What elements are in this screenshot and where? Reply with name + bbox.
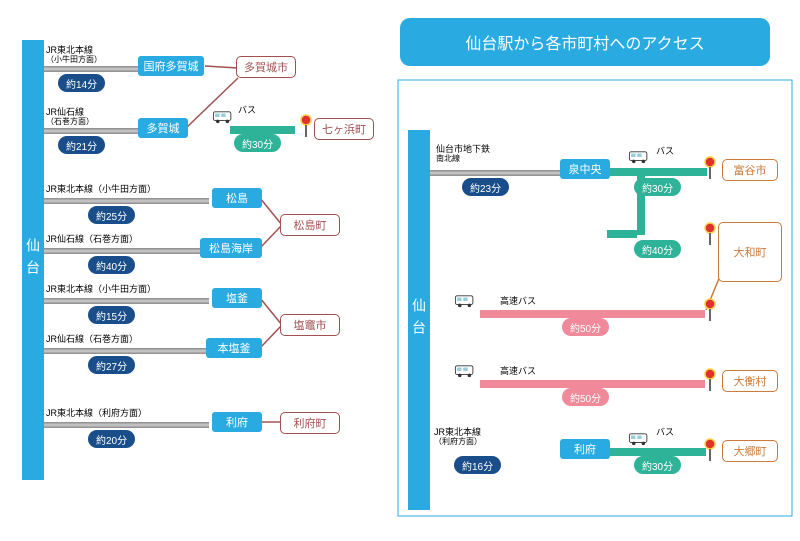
rail-track xyxy=(44,422,209,428)
train-time-pill: 約16分 xyxy=(454,456,501,474)
highway-bus-bar xyxy=(480,310,705,318)
train-time-pill: 約14分 xyxy=(58,74,105,92)
destination-box: 利府町 xyxy=(280,412,340,434)
rail-track xyxy=(44,248,209,254)
train-time-pill: 約21分 xyxy=(58,136,105,154)
line-label: JR東北本線（小牛田方面） xyxy=(46,185,156,195)
bus-time-pill: 約40分 xyxy=(634,240,681,258)
bus-route-bar xyxy=(606,448,706,456)
bus-route-bar xyxy=(230,126,295,134)
line-label: JR仙石線（石巻方面） xyxy=(46,335,138,345)
train-time-pill: 約20分 xyxy=(88,430,135,448)
train-time-pill: 約40分 xyxy=(88,256,135,274)
train-time-pill: 約27分 xyxy=(88,356,135,374)
rail-track xyxy=(44,298,209,304)
bus-icon xyxy=(454,364,476,378)
bus-time-pill: 約30分 xyxy=(234,134,281,152)
bus-icon xyxy=(628,150,650,164)
line-label: JR仙石線（石巻方面） xyxy=(46,235,138,245)
station-box: 多賀城 xyxy=(138,118,188,138)
station-box: 本塩釜 xyxy=(206,338,262,358)
station-box: 利府 xyxy=(560,439,610,459)
rail-track xyxy=(430,170,565,176)
station-box: 塩釜 xyxy=(212,288,262,308)
bus-stop-icon xyxy=(704,368,716,392)
train-time-pill: 約23分 xyxy=(462,178,509,196)
bus-stop-icon xyxy=(704,156,716,180)
highway-time-pill: 約50分 xyxy=(562,318,609,336)
bus-stop-icon xyxy=(704,222,716,246)
sendai-bar-left: 仙台 xyxy=(22,40,44,480)
bus-icon xyxy=(454,294,476,308)
bus-icon xyxy=(212,110,234,124)
rail-track xyxy=(44,128,139,134)
highway-bus-bar xyxy=(480,380,705,388)
line-sublabel: 南北線 xyxy=(436,155,490,164)
destination-box: 松島町 xyxy=(280,214,340,236)
line-label: JR東北本線（利府方面） xyxy=(46,409,147,419)
line-label: バス xyxy=(238,106,256,116)
bus-icon xyxy=(628,432,650,446)
rail-track xyxy=(44,66,139,72)
line-sublabel: （利府方面） xyxy=(434,438,482,447)
train-time-pill: 約25分 xyxy=(88,206,135,224)
bus-route-bar xyxy=(607,168,707,176)
line-sublabel: （小牛田方面） xyxy=(46,56,102,65)
line-sublabel: （石巻方面） xyxy=(46,118,94,127)
highway-time-pill: 約50分 xyxy=(562,388,609,406)
line-label: バス xyxy=(656,147,674,157)
bus-time-pill: 約30分 xyxy=(634,178,681,196)
title-banner: 仙台駅から各市町村へのアクセス xyxy=(400,18,770,66)
station-box: 松島 xyxy=(212,188,262,208)
destination-box: 多賀城市 xyxy=(236,56,296,78)
line-label: バス xyxy=(656,428,674,438)
destination-box: 七ヶ浜町 xyxy=(314,118,374,140)
bus-route-bar xyxy=(607,230,637,238)
line-label: JR東北本線（小牛田方面） xyxy=(46,285,156,295)
bus-stop-icon xyxy=(300,114,312,138)
line-label: JR仙石線（石巻方面） xyxy=(46,108,94,127)
destination-box: 富谷市 xyxy=(722,159,778,181)
train-time-pill: 約15分 xyxy=(88,306,135,324)
sendai-bar-right: 仙台 xyxy=(408,130,430,510)
destination-box: 塩竈市 xyxy=(280,314,340,336)
bus-stop-icon xyxy=(704,438,716,462)
station-box: 松島海岸 xyxy=(200,238,262,258)
destination-box: 大郷町 xyxy=(722,440,778,462)
destination-box: 大衡村 xyxy=(722,370,778,392)
bus-time-pill: 約30分 xyxy=(634,456,681,474)
bus-stop-icon xyxy=(704,298,716,322)
station-box: 利府 xyxy=(212,412,262,432)
destination-box: 大和町 xyxy=(718,222,782,282)
rail-track xyxy=(44,198,209,204)
line-label: 高速バス xyxy=(500,367,536,377)
line-label: 高速バス xyxy=(500,297,536,307)
line-label: JR東北本線（利府方面） xyxy=(434,428,482,447)
rail-track xyxy=(44,348,209,354)
station-box: 国府多賀城 xyxy=(138,56,204,76)
line-label: JR東北本線（小牛田方面） xyxy=(46,46,102,65)
line-label: 仙台市地下鉄南北線 xyxy=(436,145,490,164)
station-box: 泉中央 xyxy=(560,159,610,179)
